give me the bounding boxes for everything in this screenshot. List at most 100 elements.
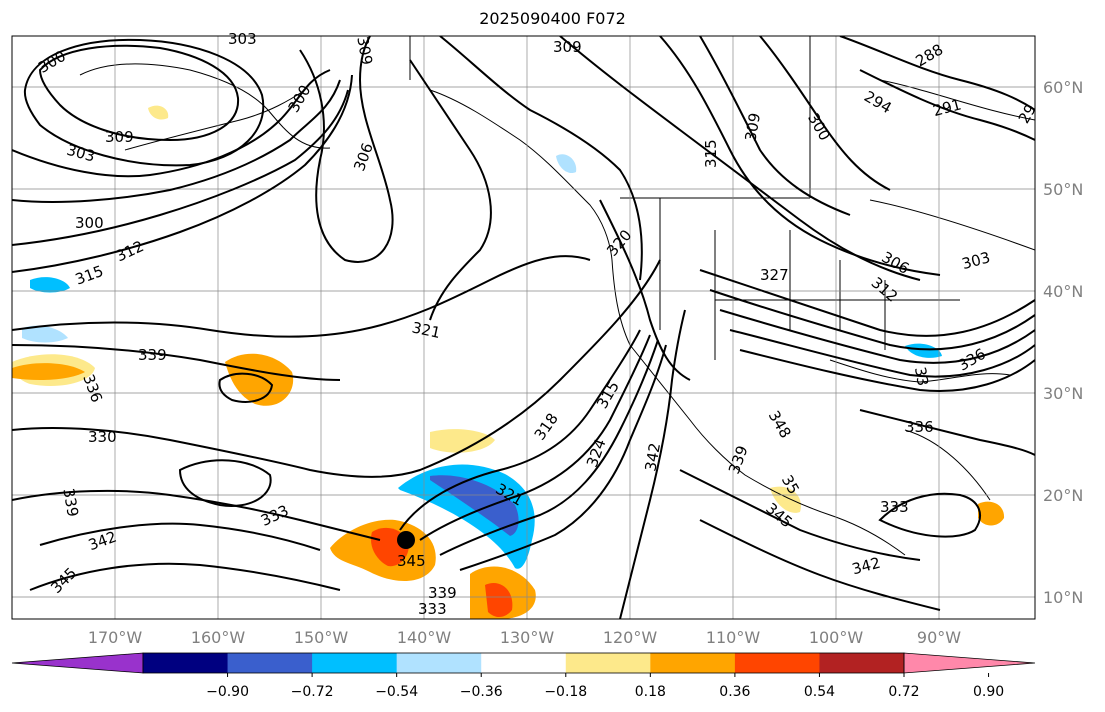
lat-tick: 20°N xyxy=(1043,486,1083,505)
colorbar-segment xyxy=(143,653,229,673)
contour-label: 339 xyxy=(138,346,167,364)
lon-tick: 120°W xyxy=(603,628,658,647)
colorbar-extend-high xyxy=(903,652,1036,674)
colorbar-tick-label: −0.72 xyxy=(291,684,334,700)
colorbar-segment xyxy=(734,653,820,673)
contour-line xyxy=(12,489,381,541)
hudson-area xyxy=(869,79,1035,251)
shade-darkblue-core xyxy=(430,475,519,536)
contour-line xyxy=(699,519,941,611)
contour-line xyxy=(23,38,265,167)
lon-tick: 130°W xyxy=(500,628,555,647)
contour-layer xyxy=(12,36,1035,619)
colorbar-outline xyxy=(142,652,905,674)
colorbar-tick-label: 0.72 xyxy=(888,684,919,700)
contour-label: 333 xyxy=(880,498,909,516)
contour-line xyxy=(679,469,921,561)
contour-label: 333 xyxy=(418,600,447,618)
colorbar-segment xyxy=(650,653,736,673)
colorbar: −0.90 −0.72 −0.54 −0.36 −0.18 0.18 0.36 0.54 0.7… xyxy=(11,652,1036,700)
shade-blue-west xyxy=(30,277,70,293)
contour-line xyxy=(218,372,274,403)
contour-line xyxy=(699,36,851,216)
contour-line xyxy=(419,334,651,541)
colorbar-tick-label: −0.54 xyxy=(375,684,418,700)
contour-line xyxy=(399,329,641,531)
lon-tick: 140°W xyxy=(397,628,452,647)
lon-tick: 160°W xyxy=(191,628,246,647)
contour-line xyxy=(599,199,691,381)
contour-label: 339 xyxy=(428,584,457,602)
colorbar-segment xyxy=(819,653,905,673)
colorbar-segment xyxy=(312,653,398,673)
shade-orange-west xyxy=(12,363,85,380)
contour-label: 33 xyxy=(911,365,932,387)
lat-tick: 10°N xyxy=(1043,588,1083,607)
contour-line xyxy=(859,409,1035,456)
colorbar-tick-label: 0.54 xyxy=(804,684,835,700)
lon-tick: 90°W xyxy=(917,628,961,647)
contour-line xyxy=(719,309,1035,364)
colorbar-segment xyxy=(396,653,482,673)
contour-label: 336 xyxy=(905,418,934,436)
colorbar-segment xyxy=(481,653,567,673)
contour-line xyxy=(859,69,1035,141)
contour-line xyxy=(839,36,1035,111)
shade-blue-small xyxy=(22,325,68,343)
shade-red-south xyxy=(485,582,513,618)
map-frame xyxy=(11,35,1036,620)
contour-line xyxy=(12,259,661,478)
contour-line xyxy=(659,36,941,276)
contour-line xyxy=(38,44,240,142)
contour-line xyxy=(12,79,341,203)
contour-label: 309 xyxy=(741,111,764,142)
colorbar-tick-label: 0.36 xyxy=(719,684,750,700)
colorbar-tick-label: −0.90 xyxy=(206,684,249,700)
contour-line xyxy=(12,89,349,246)
colorbar-tick-label: −0.36 xyxy=(460,684,503,700)
colorbar-tick-label: 0.90 xyxy=(973,684,1004,700)
shade-blue-band xyxy=(398,464,535,569)
contour-line xyxy=(12,344,341,381)
contour-line xyxy=(709,289,1035,351)
lon-tick: 100°W xyxy=(809,628,864,647)
canada-border xyxy=(620,36,811,199)
contour-label: 309 xyxy=(105,128,134,146)
contour-label: 315 xyxy=(702,139,720,168)
lon-tick: 150°W xyxy=(294,628,349,647)
contour-label: 339 xyxy=(59,487,82,518)
contour-line xyxy=(12,74,353,273)
contour-line xyxy=(729,329,1035,378)
shade-blue-gulf xyxy=(905,343,942,358)
contour-label: 300 xyxy=(75,214,104,232)
contour-label: 321 xyxy=(410,318,442,342)
colorbar-tick-label: 0.18 xyxy=(635,684,666,700)
contour-line xyxy=(739,349,1035,392)
map-panel xyxy=(11,35,1036,620)
us-states xyxy=(659,198,960,360)
colorbar-extend-low xyxy=(11,652,144,674)
shade-blue-bc xyxy=(556,154,577,174)
map-title: 2025090400 F072 xyxy=(479,9,626,28)
contour-line xyxy=(459,344,667,571)
shade-orange-east xyxy=(978,501,1005,526)
contour-line xyxy=(439,36,643,281)
lon-tick-labels: 170°W 160°W 150°W 140°W 130°W 120°W 110°… xyxy=(88,628,961,647)
contour-line xyxy=(759,36,891,191)
lat-tick-labels: 60°N 50°N 40°N 30°N 20°N 10°N xyxy=(1043,78,1083,607)
shade-yellow-pac xyxy=(148,105,169,120)
lat-tick: 30°N xyxy=(1043,384,1083,403)
colorbar-tick-label: −0.18 xyxy=(544,684,587,700)
contour-label: 327 xyxy=(760,266,789,284)
contour-line xyxy=(39,522,321,551)
contour-label: 345 xyxy=(397,552,426,570)
lon-tick: 110°W xyxy=(706,628,761,647)
contour-line xyxy=(12,69,331,178)
contour-line xyxy=(178,459,272,507)
storm-center-marker xyxy=(397,531,415,549)
colorbar-segment xyxy=(565,653,651,673)
lat-tick: 40°N xyxy=(1043,282,1083,301)
contour-line xyxy=(299,36,394,263)
contour-line xyxy=(12,255,591,338)
